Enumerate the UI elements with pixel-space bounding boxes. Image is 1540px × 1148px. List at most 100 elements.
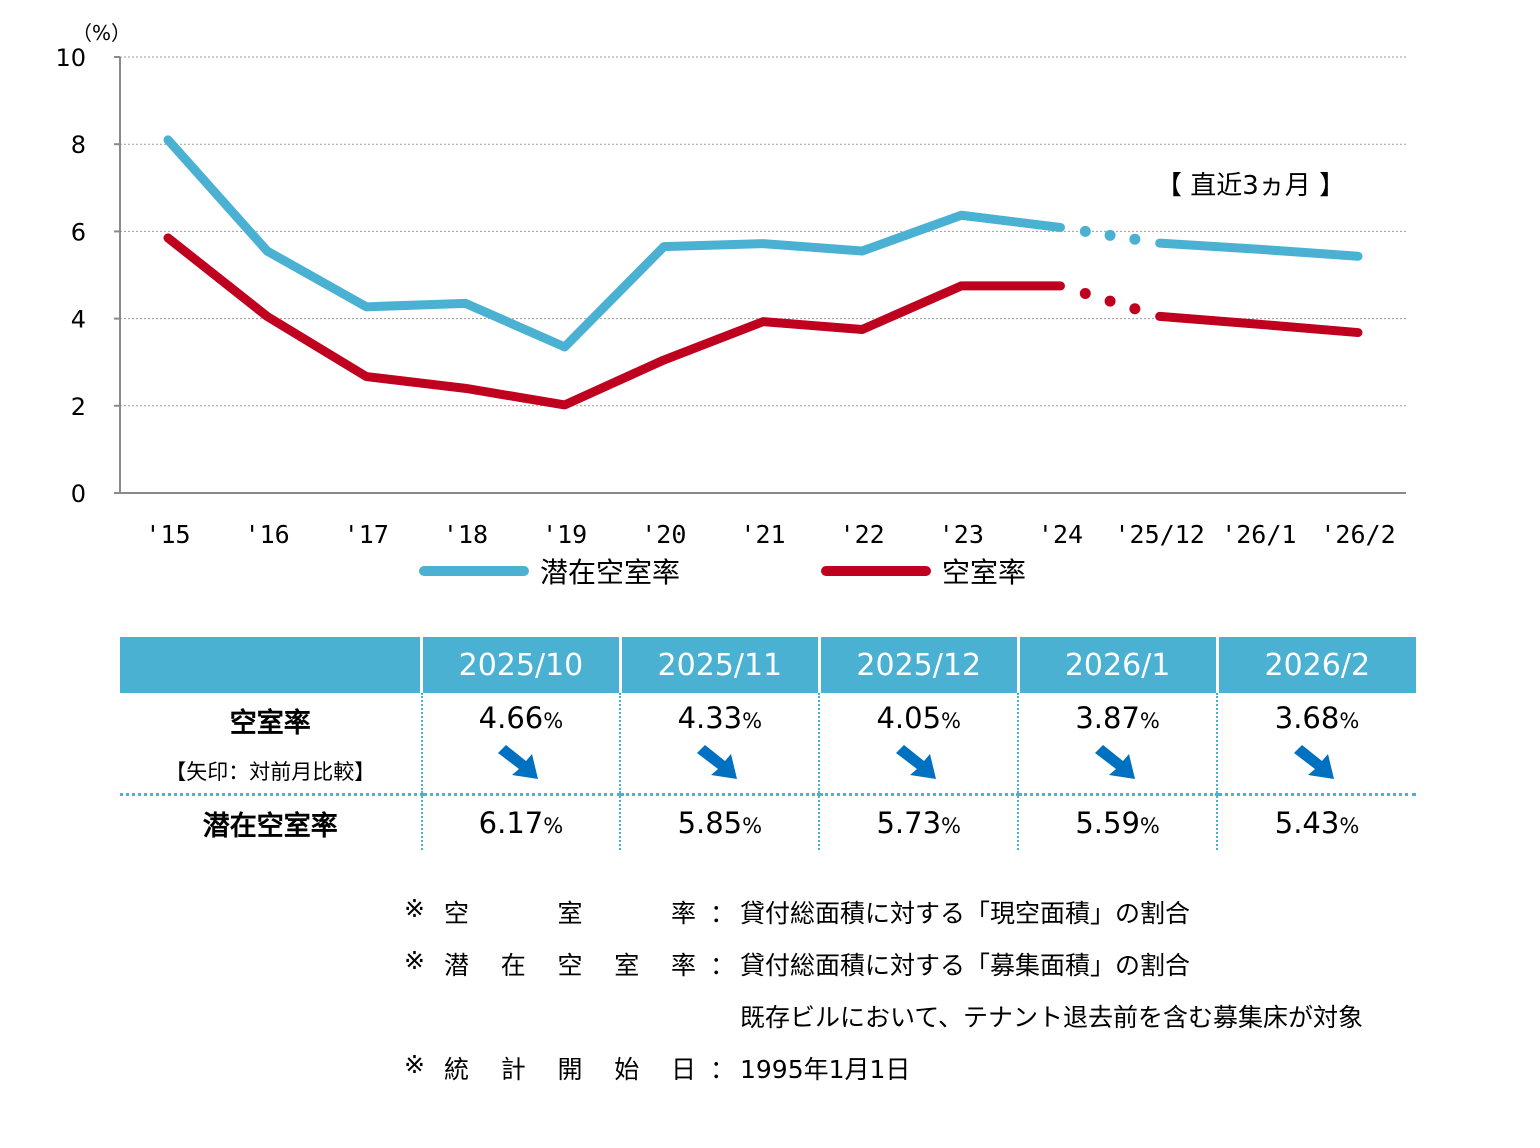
footnote-label-char: 率 [670,899,696,928]
footnote-mark: ※ [404,946,425,975]
x-tick-label: '22 [840,520,885,549]
down-right-arrow-icon [497,745,538,779]
x-axis-ticks: '15 '16 '17 '18 '19 '20 '21 '22 '23 '24 '25/12 '26/… [145,520,1395,549]
y-axis-ticks: 0 2 4 6 8 10 [55,44,120,508]
rate-value: 6.17% [478,806,564,840]
y-tick-label: 8 [71,131,86,159]
vacancy-rate-cell: 4.05% [818,693,1019,795]
footnote-mark: ※ [404,1050,425,1079]
footnote-label-char: 空 [557,951,583,980]
down-right-arrow-icon [895,745,936,779]
rate-value: 3.68% [1274,701,1360,735]
footnote-label-char: 日 [670,1055,696,1084]
legend-label-vacancy: 空室率 [942,556,1026,589]
rate-value: 4.66% [478,701,564,735]
y-tick-label: 2 [71,393,86,421]
x-tick-label: '25/12 [1115,520,1205,549]
footnote: ※ 潜 在 空 室 率 ：貸付総面積に対する「募集面積」の割合 [404,940,1524,992]
vacancy-rate-cell: 3.68% [1216,693,1416,795]
footnote-label-char: 在 [500,951,526,980]
series-dot-1 [1079,288,1091,300]
footnote-label: 統計開始日 [444,1050,696,1086]
recent-three-months-annotation: 【 直近3ヵ月 】 [1156,171,1345,201]
series-dot-0 [1129,233,1141,245]
table-header-empty [120,637,422,693]
y-axis-unit-label: （%） [72,21,131,45]
table-header-cell: 2025/12 [817,637,1019,693]
vacancy-rate-row-label: 空室率 【矢印：対前月比較】 [120,693,422,795]
percent-sign: % [1339,709,1360,733]
percent-sign: % [543,709,564,733]
y-tick-label: 0 [71,480,86,508]
potential-vacancy-rate-cell: 5.43% [1216,793,1416,850]
footnote: 既存ビルにおいて、テナント退去前を含む募集床が対象 [404,992,1524,1044]
series-line-0 [163,135,1065,352]
percent-sign: % [1139,814,1160,838]
potential-vacancy-rate-cell: 6.17% [420,793,621,850]
x-tick-label: '26/1 [1221,520,1296,549]
series-dot-0 [1104,229,1116,241]
row-sublabel: 【矢印：対前月比較】 [165,760,376,784]
footnote-colon: ： [710,899,736,928]
table-header-cell: 2026/2 [1215,637,1416,693]
percent-sign: % [1139,709,1160,733]
rate-value: 4.05% [876,701,961,735]
series-dot-1 [1104,295,1116,307]
percent-sign: % [1339,814,1360,838]
rate-value: 4.33% [677,701,763,735]
percent-sign: % [941,814,961,838]
rate-value: 5.73% [876,806,961,840]
potential-vacancy-rate-cell: 5.73% [818,793,1019,850]
down-right-arrow-icon [1094,745,1135,779]
footnote-label-char: 計 [500,1055,526,1084]
rate-value: 5.85% [677,806,763,840]
footnote-label-char: 開 [557,1055,583,1084]
x-tick-label: '16 [245,520,290,549]
chart-series [163,135,1363,410]
y-tick-label: 10 [55,44,86,72]
vacancy-rate-cell: 3.87% [1017,693,1218,795]
down-right-arrow-icon [1294,745,1335,779]
potential-vacancy-rate-cell: 5.59% [1017,793,1218,850]
series-line-1 [163,233,1065,410]
footnote-text: 1995年1月1日 [740,1055,911,1084]
footnote: ※ 空 室 率 ：貸付総面積に対する「現空面積」の割合 [404,888,1524,940]
rate-value: 5.59% [1075,806,1160,840]
x-tick-label: '20 [641,520,686,549]
series-dot-0 [1079,225,1091,237]
x-tick-label: '23 [939,520,984,549]
vacancy-rate-cell: 4.66% [420,693,621,795]
footnote-label-char: 率 [670,951,696,980]
legend-label-potential: 潜在空室率 [540,556,680,589]
footnote-label: 空室率 [444,894,696,930]
x-tick-label: '17 [344,520,389,549]
table-header-row: 2025/10 2025/11 2025/12 2026/1 2026/2 [120,637,1416,693]
percent-sign: % [742,814,763,838]
footnote-label: 潜在空室率 [444,946,696,982]
series-dot-1 [1129,303,1141,315]
rate-value: 5.43% [1274,806,1360,840]
series-line-recent-0 [1155,238,1363,261]
x-tick-label: '18 [443,520,488,549]
chart-axes [119,57,1406,494]
footnote-colon: ： [710,1055,736,1084]
percent-sign: % [941,709,961,733]
vacancy-rate-row: 空室率 【矢印：対前月比較】 4.66% 4.33% 4.05% 3.87% 3.68% [120,693,1416,795]
footnote-label-char: 空 [444,899,470,928]
footnotes: ※ 空室率：貸付総面積に対する「現空面積」の割合 ※ 潜在空室率：貸付総面積に対する「… [404,888,1524,1096]
chart-grid [120,56,1406,407]
percent-sign: % [742,709,763,733]
table-header-cell: 2025/10 [420,637,621,693]
rate-value: 3.87% [1075,701,1160,735]
x-tick-label: '19 [542,520,587,549]
potential-vacancy-rate-row: 潜在空室率 6.17% 5.85% 5.73% 5.59% 5.43% [120,793,1416,850]
percent-sign: % [543,814,564,838]
table-header-cell: 2026/1 [1016,637,1218,693]
footnote-label-char: 室 [557,899,583,928]
down-right-arrow-icon [696,745,737,779]
recent-rates-table: 2025/10 2025/11 2025/12 2026/1 2026/2 空室… [120,637,1416,850]
footnote-colon: ： [710,951,736,980]
y-tick-label: 6 [71,218,86,246]
footnote-label-char: 始 [614,1055,640,1084]
footnote-text: 貸付総面積に対する「現空面積」の割合 [740,899,1191,928]
